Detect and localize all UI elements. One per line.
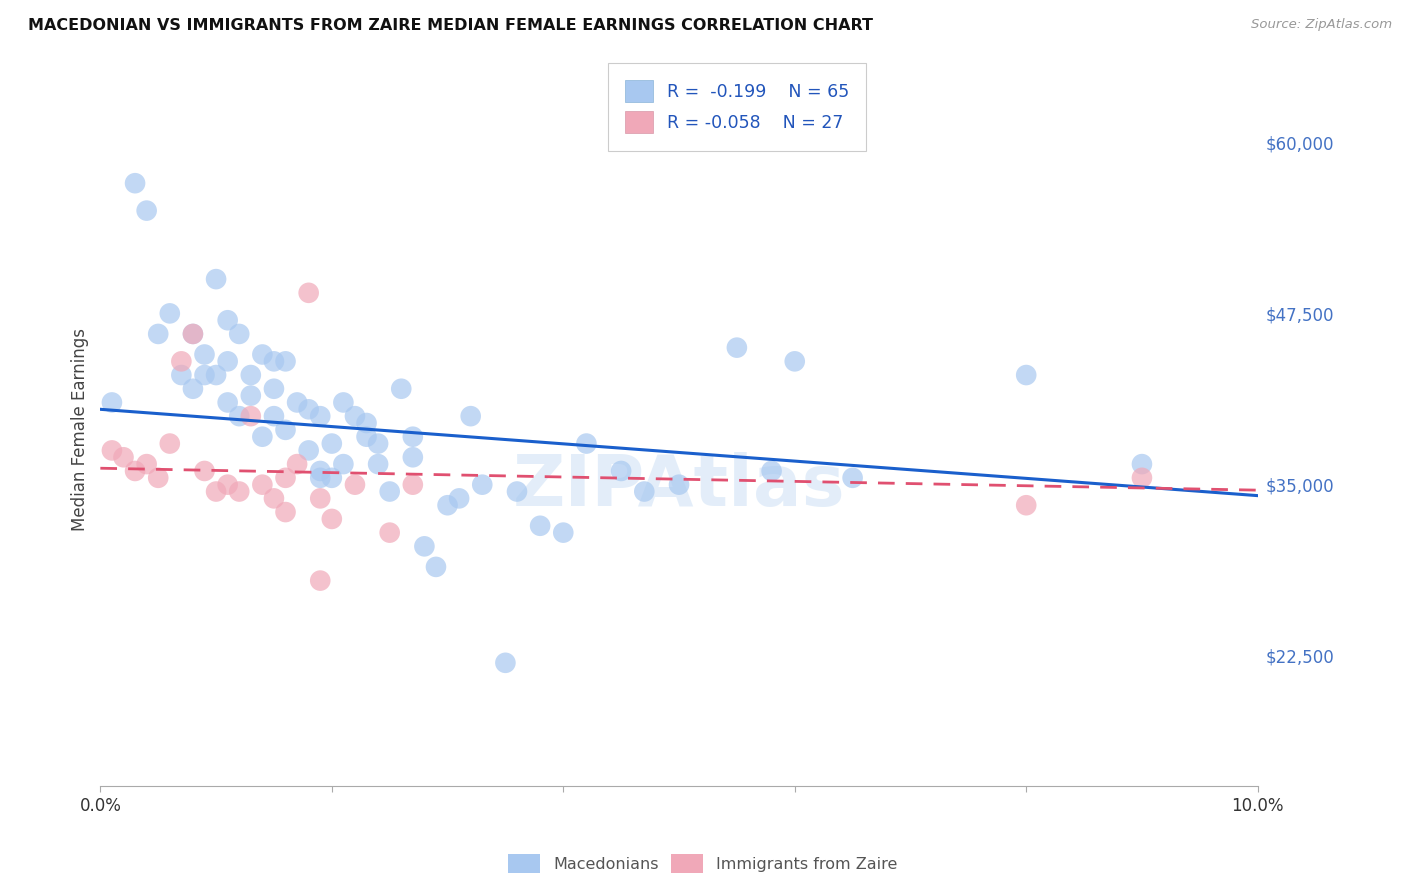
Point — [367, 457, 389, 471]
Point — [436, 498, 458, 512]
Point — [124, 176, 146, 190]
Point — [1015, 498, 1038, 512]
Point — [553, 525, 575, 540]
Point — [610, 464, 633, 478]
Point — [321, 512, 343, 526]
Point — [309, 409, 332, 424]
Point — [217, 395, 239, 409]
Point — [228, 409, 250, 424]
Point — [332, 457, 354, 471]
Point — [1015, 368, 1038, 382]
Point — [309, 574, 332, 588]
Point — [402, 477, 425, 491]
Point — [112, 450, 135, 465]
Point — [460, 409, 482, 424]
Point — [263, 409, 285, 424]
Point — [252, 477, 274, 491]
Point — [217, 354, 239, 368]
Point — [668, 477, 690, 491]
Point — [298, 285, 321, 300]
Point — [332, 395, 354, 409]
Point — [285, 457, 308, 471]
Point — [1130, 471, 1153, 485]
Point — [170, 354, 193, 368]
Point — [413, 539, 436, 553]
Point — [389, 382, 412, 396]
Point — [274, 471, 297, 485]
Point — [343, 409, 366, 424]
Point — [205, 368, 228, 382]
Text: ZIPAtlas: ZIPAtlas — [513, 452, 845, 521]
Point — [633, 484, 655, 499]
Point — [239, 388, 262, 402]
Point — [217, 313, 239, 327]
Point — [402, 430, 425, 444]
Point — [205, 484, 228, 499]
Point — [252, 430, 274, 444]
Text: Source: ZipAtlas.com: Source: ZipAtlas.com — [1251, 18, 1392, 31]
Point — [529, 518, 551, 533]
Point — [217, 477, 239, 491]
Legend: Macedonians, Immigrants from Zaire: Macedonians, Immigrants from Zaire — [502, 847, 904, 880]
Point — [239, 409, 262, 424]
Point — [309, 464, 332, 478]
Point — [181, 326, 204, 341]
Point — [135, 203, 157, 218]
Point — [402, 450, 425, 465]
Point — [575, 436, 598, 450]
Point — [298, 443, 321, 458]
Point — [378, 525, 401, 540]
Point — [263, 382, 285, 396]
Point — [367, 436, 389, 450]
Point — [263, 354, 285, 368]
Point — [449, 491, 471, 506]
Point — [725, 341, 748, 355]
Point — [425, 560, 447, 574]
Point — [783, 354, 806, 368]
Point — [263, 491, 285, 506]
Point — [181, 382, 204, 396]
Point — [321, 436, 343, 450]
Point — [193, 464, 215, 478]
Point — [101, 395, 124, 409]
Point — [170, 368, 193, 382]
Point — [298, 402, 321, 417]
Point — [228, 326, 250, 341]
Point — [1130, 457, 1153, 471]
Text: MACEDONIAN VS IMMIGRANTS FROM ZAIRE MEDIAN FEMALE EARNINGS CORRELATION CHART: MACEDONIAN VS IMMIGRANTS FROM ZAIRE MEDI… — [28, 18, 873, 33]
Point — [274, 354, 297, 368]
Point — [506, 484, 529, 499]
Point — [356, 430, 378, 444]
Point — [148, 471, 170, 485]
Point — [159, 306, 181, 320]
Point — [135, 457, 157, 471]
Point — [274, 423, 297, 437]
Point — [228, 484, 250, 499]
Point — [193, 347, 215, 361]
Point — [193, 368, 215, 382]
Point — [159, 436, 181, 450]
Point — [124, 464, 146, 478]
Point — [101, 443, 124, 458]
Point — [239, 368, 262, 382]
Point — [494, 656, 516, 670]
Point — [471, 477, 494, 491]
Point — [252, 347, 274, 361]
Point — [274, 505, 297, 519]
Point — [309, 491, 332, 506]
Point — [321, 471, 343, 485]
Y-axis label: Median Female Earnings: Median Female Earnings — [72, 328, 89, 532]
Point — [841, 471, 863, 485]
Point — [285, 395, 308, 409]
Point — [148, 326, 170, 341]
Point — [181, 326, 204, 341]
Point — [205, 272, 228, 286]
Point — [761, 464, 783, 478]
Point — [309, 471, 332, 485]
Point — [356, 416, 378, 430]
Point — [378, 484, 401, 499]
Point — [343, 477, 366, 491]
Legend: R =  -0.199    N = 65, R = -0.058    N = 27: R = -0.199 N = 65, R = -0.058 N = 27 — [613, 68, 860, 145]
